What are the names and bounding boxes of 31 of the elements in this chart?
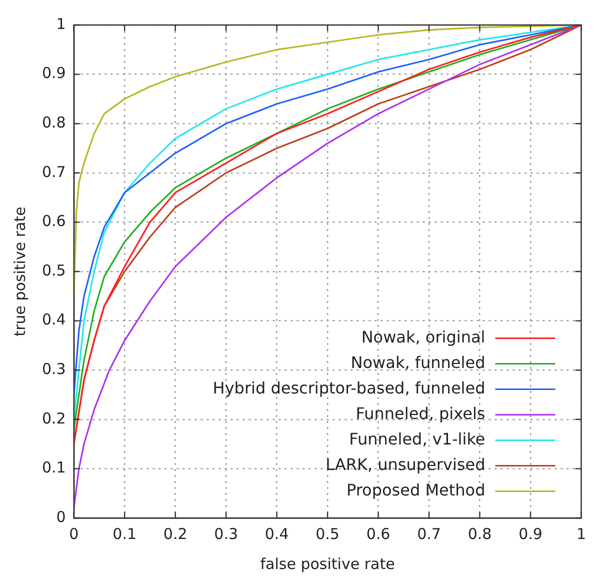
legend-label: Nowak, funneled bbox=[350, 352, 486, 372]
y-tick-label: 0.9 bbox=[42, 64, 66, 82]
x-tick-label: 1 bbox=[576, 524, 586, 543]
y-tick-label: 0.7 bbox=[42, 162, 66, 181]
legend-label: Hybrid descriptor-based, funneled bbox=[212, 378, 486, 398]
y-axis-title: true positive rate bbox=[10, 206, 29, 336]
x-tick-label: 0.7 bbox=[417, 524, 441, 543]
y-tick-label: 0.4 bbox=[42, 310, 66, 329]
x-tick-label: 0.6 bbox=[366, 524, 390, 543]
y-tick-label: 0.3 bbox=[42, 360, 66, 378]
legend-label: Proposed Method bbox=[346, 480, 486, 500]
x-tick-label: 0.5 bbox=[316, 524, 340, 543]
legend-label: Funneled, v1-like bbox=[349, 429, 486, 448]
x-tick-label: 0.8 bbox=[468, 524, 492, 543]
x-tick-label: 0.9 bbox=[518, 524, 542, 543]
legend-label: LARK, unsupervised bbox=[326, 454, 486, 474]
legend-label: Nowak, original bbox=[361, 327, 486, 346]
x-tick-label: 0.3 bbox=[214, 524, 238, 543]
x-axis-title: false positive rate bbox=[260, 554, 395, 573]
x-tick-label: 0.4 bbox=[264, 524, 289, 543]
y-tick-label: 0 bbox=[56, 508, 66, 526]
y-tick-label: 0.1 bbox=[42, 458, 66, 477]
y-tick-label: 1 bbox=[56, 14, 66, 33]
y-tick-label: 0.5 bbox=[42, 261, 66, 280]
legend-label: Funneled, pixels bbox=[356, 404, 486, 423]
y-tick-label: 0.8 bbox=[42, 113, 66, 132]
y-tick-label: 0.2 bbox=[42, 409, 66, 428]
x-tick-label: 0.2 bbox=[163, 524, 188, 543]
y-tick-label: 0.6 bbox=[42, 212, 66, 230]
x-tick-label: 0.1 bbox=[112, 524, 137, 543]
x-tick-label: 0 bbox=[69, 524, 79, 543]
